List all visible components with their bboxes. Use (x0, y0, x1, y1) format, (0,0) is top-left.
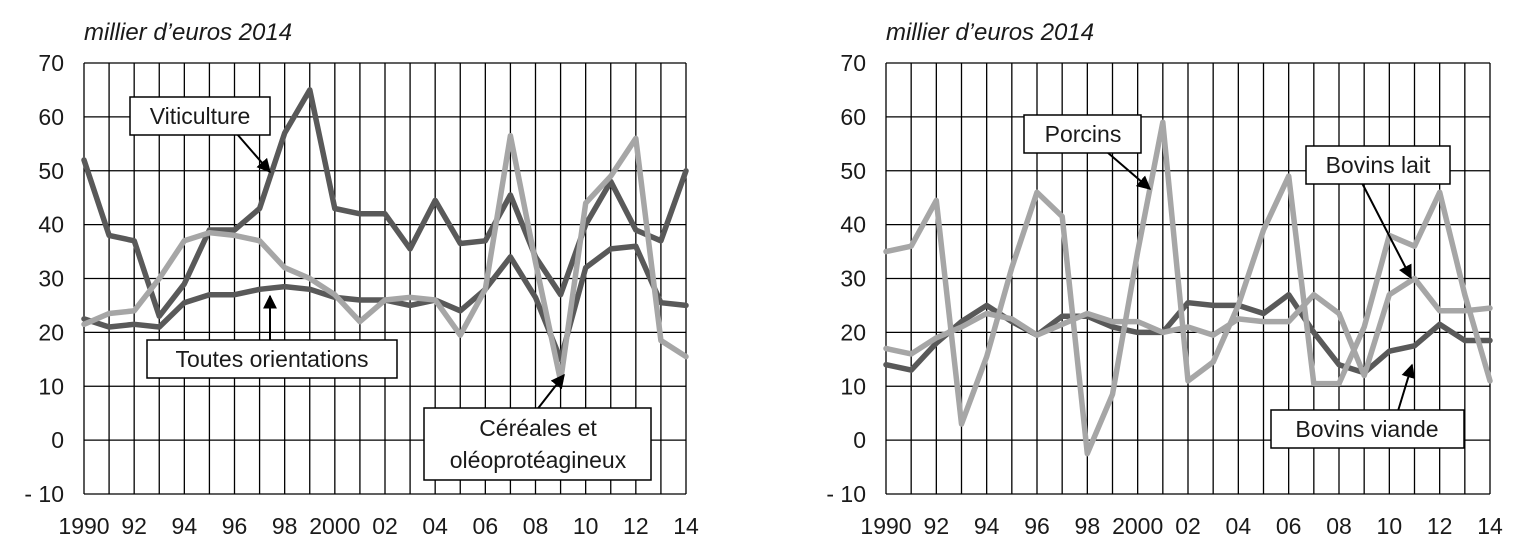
toutes-orientations-label-box (146, 339, 398, 379)
right-x-axis: 1990 92 94 96 98 2000 02 04 06 08 10 12 14 (860, 513, 1503, 539)
right-y-tick-label: 70 (840, 50, 866, 76)
right-unit-label: millier d’euros 2014 (886, 19, 1094, 46)
left-y-tick-label: 70 (38, 50, 64, 76)
viticulture-label-box (129, 96, 271, 136)
left-x-tick-label: 2000 (309, 513, 360, 539)
left-x-tick-label: 10 (573, 513, 599, 539)
series-line-cereales-et-oleoproteagineux (81, 132, 689, 384)
left-x-tick-label: 14 (673, 513, 699, 539)
left-x-tick-label: 92 (121, 513, 147, 539)
left-y-tick-label: 20 (38, 319, 64, 345)
bovins-viande-arrow (1397, 363, 1416, 412)
right-x-tick-label: 94 (974, 513, 1000, 539)
porcins-label-box (1023, 114, 1142, 154)
bovins-lait-label-box (1305, 145, 1451, 185)
right-chart: millier d’euros 2014 - 10 0 10 20 30 40 50 60 70… (826, 19, 1503, 539)
cereales-label-line2: oléoprotéagineux (450, 447, 627, 473)
cereales-arrow (535, 373, 565, 412)
right-x-tick-label: 02 (1175, 513, 1201, 539)
left-x-tick-label: 04 (422, 513, 448, 539)
porcins-arrow (1106, 151, 1152, 190)
right-x-tick-label: 1990 (860, 513, 911, 539)
left-x-tick-label: 94 (172, 513, 198, 539)
porcins-label: Porcins (1045, 121, 1122, 147)
right-y-tick-label: 0 (853, 427, 866, 453)
right-x-tick-label: 06 (1276, 513, 1302, 539)
right-y-tick-label: 50 (840, 158, 866, 184)
right-y-tick-label: - 10 (826, 481, 866, 507)
left-y-tick-label: 40 (38, 212, 64, 238)
right-x-tick-label: 12 (1427, 513, 1453, 539)
right-annotations: Porcins Bovins lait Bovins viande (1023, 114, 1465, 449)
right-x-tick-label: 14 (1477, 513, 1503, 539)
right-y-tick-label: 60 (840, 104, 866, 130)
series-line-viticulture (81, 87, 689, 319)
left-x-tick-label: 98 (272, 513, 298, 539)
left-x-tick-label: 12 (623, 513, 649, 539)
left-y-axis: - 10 0 10 20 30 40 50 60 70 (24, 50, 64, 507)
viticulture-arrow (236, 133, 271, 174)
right-x-tick-label: 2000 (1112, 513, 1163, 539)
series-line-bovins-viande (883, 291, 1493, 376)
right-y-tick-label: 10 (840, 373, 866, 399)
left-x-tick-label: 02 (372, 513, 398, 539)
left-y-tick-label: 60 (38, 104, 64, 130)
left-x-axis: 1990 92 94 96 98 2000 02 04 06 08 10 12 14 (58, 513, 699, 539)
left-y-tick-label: 50 (38, 158, 64, 184)
left-unit-label: millier d’euros 2014 (84, 19, 292, 46)
cereales-label-box (423, 407, 652, 481)
left-series (81, 87, 689, 384)
left-annotations: Viticulture Toutes orientations Céréales… (129, 96, 652, 481)
left-y-tick-label: - 10 (24, 481, 64, 507)
right-y-tick-label: 20 (840, 319, 866, 345)
left-y-tick-label: 10 (38, 373, 64, 399)
right-y-tick-label: 30 (840, 266, 866, 292)
right-x-tick-label: 92 (924, 513, 950, 539)
right-y-axis: - 10 0 10 20 30 40 50 60 70 (826, 50, 866, 507)
bovins-lait-label: Bovins lait (1326, 152, 1431, 178)
bovins-viande-label: Bovins viande (1295, 416, 1438, 442)
right-y-tick-label: 40 (840, 212, 866, 238)
left-y-tick-label: 30 (38, 266, 64, 292)
left-x-tick-label: 1990 (58, 513, 109, 539)
right-x-tick-label: 04 (1226, 513, 1252, 539)
left-x-tick-label: 06 (473, 513, 499, 539)
right-x-tick-label: 08 (1326, 513, 1352, 539)
cereales-label-line1: Céréales et (479, 415, 597, 441)
left-x-tick-label: 96 (222, 513, 248, 539)
left-y-tick-label: 0 (51, 427, 64, 453)
right-x-tick-label: 10 (1377, 513, 1403, 539)
series-line-bovins-lait (883, 275, 1493, 379)
left-chart: millier d’euros 2014 - 10 0 10 20 30 40 50 60 70… (24, 19, 699, 539)
bovins-lait-arrow (1361, 182, 1412, 280)
bovins-viande-label-box (1270, 409, 1465, 449)
toutes-orientations-label: Toutes orientations (175, 346, 368, 372)
right-x-tick-label: 98 (1075, 513, 1101, 539)
left-x-tick-label: 08 (523, 513, 549, 539)
viticulture-label: Viticulture (150, 103, 251, 129)
right-x-tick-label: 96 (1024, 513, 1050, 539)
